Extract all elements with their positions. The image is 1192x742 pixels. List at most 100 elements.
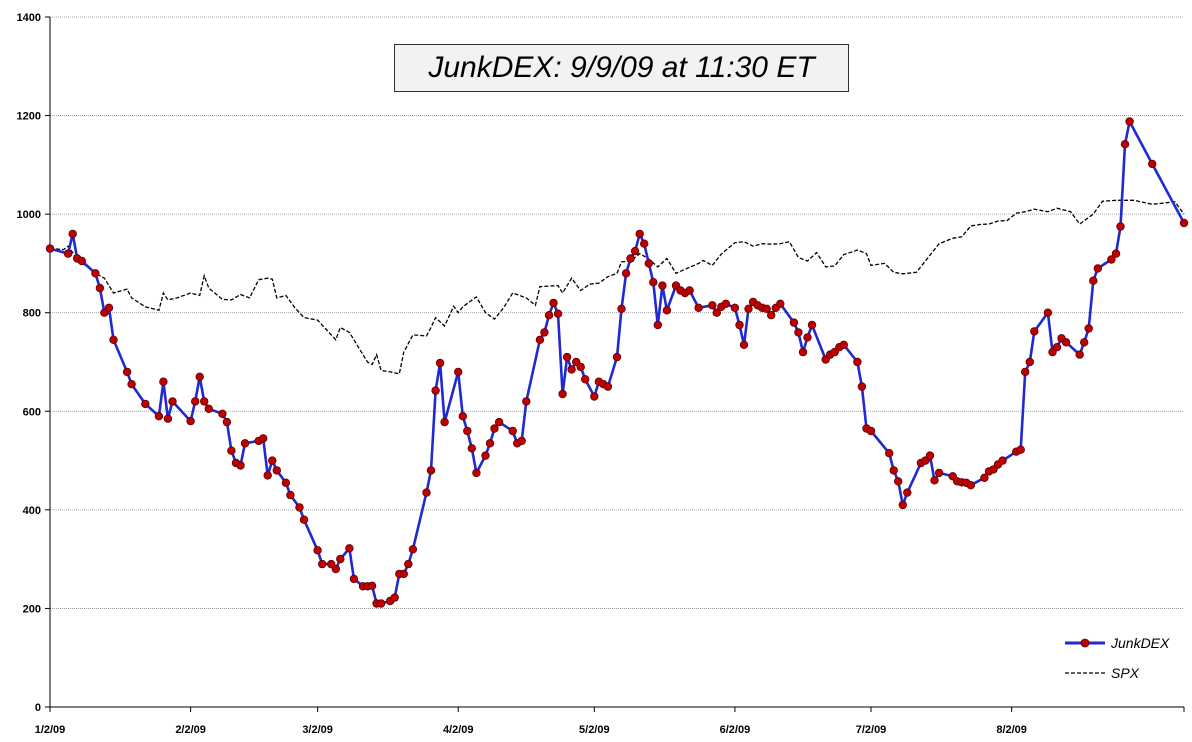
junkdex-point <box>866 426 876 436</box>
junkdex-point <box>168 397 177 406</box>
junkdex-point <box>1084 324 1093 333</box>
axes <box>45 16 1185 712</box>
junkdex-point <box>390 593 399 602</box>
junkdex-point <box>454 367 463 377</box>
junkdex-point <box>898 500 907 510</box>
junkdex-point <box>440 417 449 427</box>
junkdex-point <box>467 444 476 453</box>
y-tick-label: 1400 <box>17 12 41 24</box>
junkdex-point <box>735 320 744 330</box>
junkdex-point <box>218 409 227 418</box>
junkdex-point <box>227 446 236 455</box>
junkdex-point <box>95 283 105 293</box>
junkdex-point <box>998 456 1007 465</box>
x-tick-label: 1/2/09 <box>35 724 66 736</box>
junkdex-point <box>45 244 55 253</box>
junkdex-point <box>685 286 694 295</box>
junkdex-point <box>644 259 653 268</box>
junkdex-point <box>1093 264 1102 273</box>
junkdex-point <box>318 559 327 569</box>
junkdex-point <box>240 439 250 448</box>
junkdex-point <box>966 481 975 490</box>
junkdex-point <box>934 468 944 478</box>
junkdex-point <box>259 434 268 443</box>
legend-marker-junkdex <box>1080 638 1090 648</box>
junkdex-point <box>653 320 662 330</box>
junkdex-point <box>263 471 272 480</box>
junkdex-point <box>399 569 408 579</box>
junkdex-point <box>404 559 413 569</box>
junkdex-point <box>708 301 717 310</box>
junkdex-point <box>141 399 150 409</box>
legend-label-spx: SPX <box>1111 665 1140 681</box>
junkdex-point <box>626 254 635 263</box>
x-tick-label: 4/2/09 <box>443 724 474 736</box>
x-tick-label: 5/2/09 <box>579 724 610 736</box>
junkdex-point <box>522 397 531 406</box>
junkdex-point <box>1147 159 1157 169</box>
junkdex-point <box>1025 357 1034 367</box>
junkdex-point <box>839 340 848 349</box>
junkdex-point <box>1179 218 1189 228</box>
junkdex-point <box>1016 445 1025 454</box>
x-tick-label: 7/2/09 <box>856 724 887 736</box>
junkdex-point <box>1030 327 1039 336</box>
junkdex-point <box>1020 367 1030 377</box>
junkdex-point <box>431 386 440 395</box>
junkdex-point <box>1111 249 1121 258</box>
junkdex-point <box>104 303 114 312</box>
junkdex-point <box>163 414 173 423</box>
junkdex-point <box>581 375 590 384</box>
junkdex-point <box>730 303 740 312</box>
junkdex-point <box>376 599 386 608</box>
junkdex-point <box>349 574 359 584</box>
junkdex-point <box>77 256 86 266</box>
junkdex-point <box>494 417 504 427</box>
junkdex-point <box>640 239 649 248</box>
y-tick-label: 0 <box>35 702 41 714</box>
junkdex-point <box>517 436 526 446</box>
junkdex-point <box>789 318 799 327</box>
junkdex-point <box>853 357 862 367</box>
junkdex-point <box>236 461 245 470</box>
junkdex-point <box>472 468 481 478</box>
junkdex-point <box>222 417 232 427</box>
junkdex-point <box>803 333 812 342</box>
y-tick-label: 400 <box>23 505 41 517</box>
junkdex-point <box>336 554 345 564</box>
series-layer <box>45 117 1189 608</box>
y-tick-label: 1200 <box>17 111 41 123</box>
junkdex-point <box>630 246 640 256</box>
junkdex-point <box>458 412 467 421</box>
junkdex-point <box>159 377 168 386</box>
junkdex-point <box>1116 222 1125 231</box>
junkdex-point <box>91 269 100 278</box>
junkdex-point <box>508 426 517 436</box>
junkdex-point <box>535 335 545 344</box>
y-tick-label: 800 <box>23 308 41 320</box>
junkdex-point <box>562 352 572 362</box>
x-tick-label: 2/2/09 <box>175 724 206 736</box>
junkdex-point <box>798 347 808 357</box>
junkdex-point <box>422 488 431 497</box>
junkdex-point <box>485 439 495 448</box>
junkdex-point <box>1043 308 1053 317</box>
junkdex-point <box>1107 255 1116 264</box>
junkdex-point <box>980 473 989 482</box>
junkdex-point <box>109 335 118 344</box>
junkdex-point <box>894 477 903 486</box>
junkdex-point <box>776 299 785 308</box>
junkdex-point <box>617 304 626 313</box>
junkdex-point <box>794 328 803 337</box>
junkdex-point <box>268 456 277 465</box>
junkdex-point <box>286 490 295 500</box>
junkdex-point <box>186 416 195 426</box>
junkdex-point <box>190 397 200 406</box>
junkdex-point <box>590 392 599 401</box>
junkdex-point <box>658 281 667 290</box>
junkdex-point <box>712 308 721 317</box>
junkdex-point <box>635 229 644 239</box>
junkdex-point <box>857 382 867 391</box>
junkdex-point <box>1079 338 1089 347</box>
